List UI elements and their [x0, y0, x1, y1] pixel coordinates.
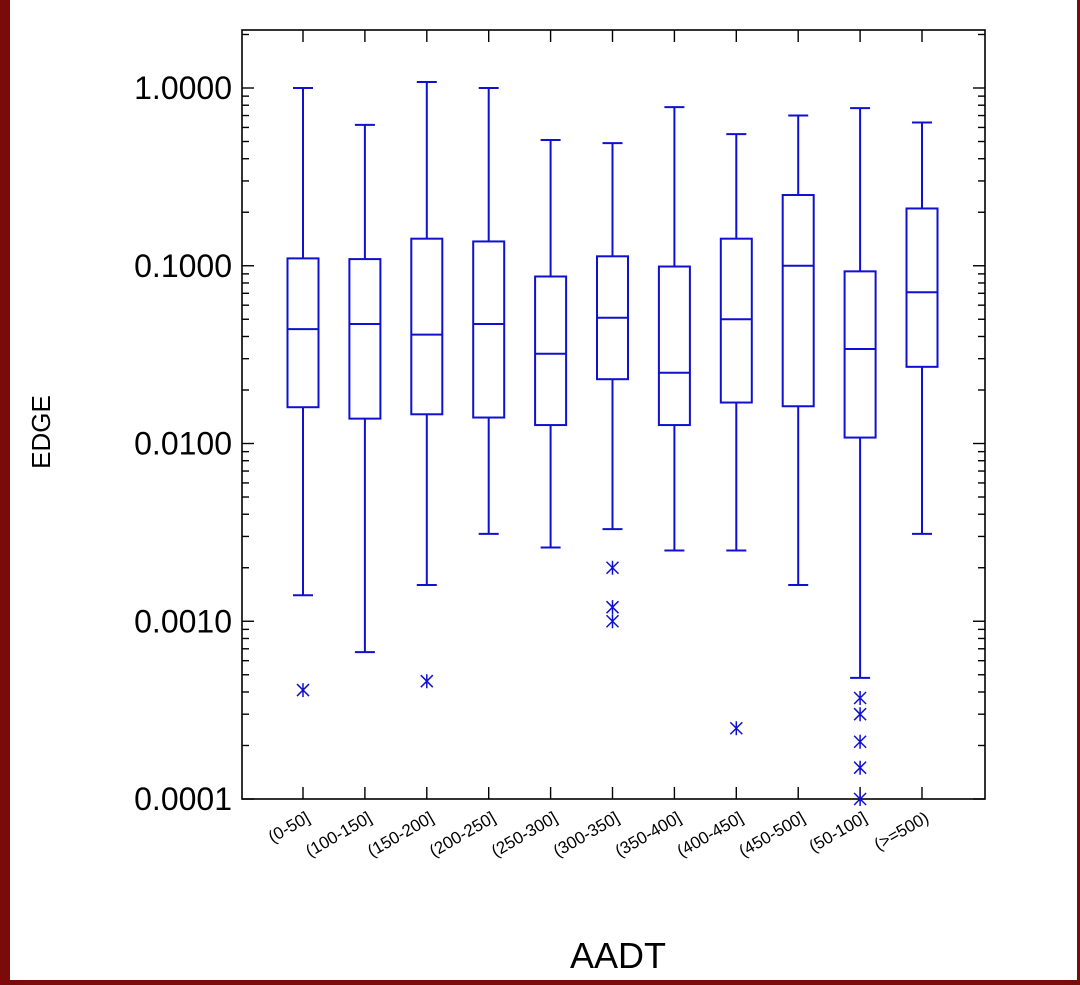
outlier-marker	[296, 683, 310, 698]
plot-border	[241, 29, 986, 800]
box-iqr	[348, 258, 382, 420]
plot-area: 1.0000 0.1000 0.0100 0.0010 0.0001 (0-50](100…	[134, 29, 986, 861]
x-category-label: (50-100]	[806, 808, 870, 856]
chart-frame: 1.0000 0.1000 0.0100 0.0010 0.0001 (0-50] (100…	[10, 0, 1077, 980]
box-iqr	[719, 237, 753, 404]
y-tick-label: 0.0100	[134, 426, 232, 462]
x-axis-title: AADT	[570, 935, 666, 976]
outlier-marker	[853, 734, 867, 749]
x-category-label: (400-450]	[674, 808, 747, 861]
outlier-marker	[853, 691, 867, 706]
outlier-marker	[605, 600, 620, 615]
y-tick-label: 0.1000	[134, 248, 232, 284]
box-iqr	[657, 265, 691, 427]
y-tick-label: 0.0010	[134, 603, 232, 639]
y-tick-label: 1.0000	[134, 70, 232, 106]
outlier-marker	[605, 560, 620, 575]
boxplot-chart: 1.0000 0.1000 0.0100 0.0010 0.0001 (0-50](100…	[26, 29, 986, 976]
x-category-label: (300-350]	[550, 808, 623, 861]
x-category-label: (0-50]	[265, 808, 313, 847]
outlier-marker	[729, 721, 743, 736]
x-category-label: (250-300]	[488, 808, 561, 861]
box-iqr	[905, 207, 939, 368]
x-category-label: (200-250]	[426, 808, 499, 861]
box-iqr	[286, 257, 320, 409]
outlier-marker	[853, 760, 867, 775]
outlier-marker	[853, 707, 867, 722]
x-category-label: (450-500]	[736, 808, 809, 861]
box-iqr	[410, 237, 444, 416]
x-category-label: (350-400]	[612, 808, 685, 861]
y-axis-title: EDGE	[26, 395, 56, 469]
outlier-marker	[420, 674, 434, 689]
box-iqr	[781, 194, 815, 408]
y-tick-label: 0.0001	[134, 781, 232, 817]
box-iqr	[534, 275, 568, 427]
outlier-marker	[853, 792, 867, 806]
x-category-label: (150-200]	[364, 808, 437, 861]
x-category-label: (>=500)	[871, 808, 932, 854]
box-iqr	[843, 270, 877, 439]
box-iqr	[472, 240, 506, 419]
x-category-label: (100-150]	[302, 808, 375, 861]
outlier-marker	[605, 614, 620, 629]
